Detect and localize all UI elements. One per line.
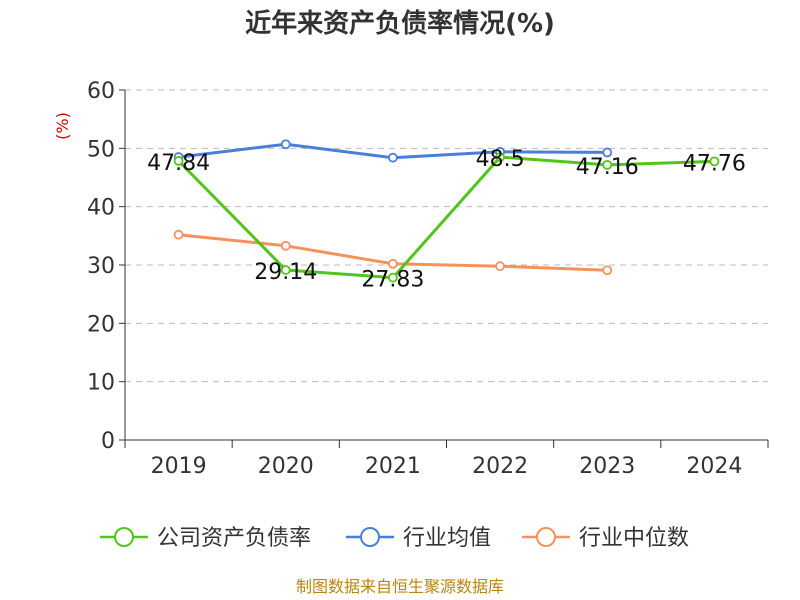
data-label-5: 47.76: [683, 151, 746, 176]
y-tick-label-10: 10: [87, 371, 115, 396]
legend-label-0: 公司资产负债率: [157, 526, 311, 551]
series-line-0: [177, 155, 715, 280]
chart-title: 近年来资产负债率情况(%): [245, 8, 555, 39]
data-point-s0-0: [173, 156, 184, 166]
x-tick-label-2024: 2024: [686, 454, 742, 479]
data-label-1: 29.14: [254, 260, 317, 285]
legend-label-2: 行业中位数: [579, 526, 689, 551]
data-labels: 47.84 29.14 27.83 48.5 47.16 47.76: [147, 147, 746, 293]
data-point-s2-1: [280, 240, 291, 251]
x-tick-label-2023: 2023: [579, 454, 635, 479]
data-point-s2-4: [602, 265, 613, 276]
data-point-s0-3: [495, 152, 505, 162]
data-label-2: 27.83: [361, 268, 424, 293]
data-point-s0-5: [709, 156, 720, 167]
legend-label-1: 行业均值: [403, 526, 491, 551]
y-axis-label: (%): [53, 112, 72, 140]
data-label-0: 47.84: [147, 151, 210, 176]
data-point-s2-2: [388, 258, 398, 269]
data-point-s0-1: [280, 265, 291, 275]
x-tick-label-2022: 2022: [472, 454, 528, 479]
axes: [119, 89, 769, 448]
x-tick-label-2021: 2021: [365, 454, 421, 479]
x-tick-label-2020: 2020: [258, 454, 314, 479]
data-point-s1-1: [280, 139, 291, 150]
y-tick-label-0: 0: [101, 429, 115, 454]
data-label-3: 48.5: [476, 147, 525, 172]
y-tick-label-50: 50: [87, 137, 115, 162]
legend: 公司资产负债率 行业均值 行业中位数: [100, 526, 689, 551]
legend-marker-2: [536, 527, 556, 547]
y-tick-label-30: 30: [87, 254, 115, 279]
x-tick-label-2019: 2019: [151, 454, 207, 479]
data-point-s1-4: [602, 147, 613, 158]
tick-labels: 0 10 20 30 40 50 60 2019 2020 2021 2022 2023 2024: [87, 79, 742, 479]
data-label-4: 47.16: [576, 155, 639, 180]
legend-marker-0: [114, 527, 134, 547]
data-point-s0-4: [602, 159, 613, 170]
data-point-s2-0: [173, 229, 184, 240]
series-layer: [173, 139, 720, 283]
source-note: 制图数据来自恒生聚源数据库: [296, 577, 504, 596]
data-point-s0-2: [388, 272, 398, 283]
grid-lines: [125, 89, 768, 383]
data-point-s1-2: [388, 152, 398, 163]
y-tick-label-40: 40: [87, 196, 115, 221]
legend-marker-1: [360, 527, 380, 547]
y-tick-label-20: 20: [87, 312, 115, 337]
data-point-s2-3: [495, 261, 505, 272]
y-tick-label-60: 60: [87, 79, 115, 104]
